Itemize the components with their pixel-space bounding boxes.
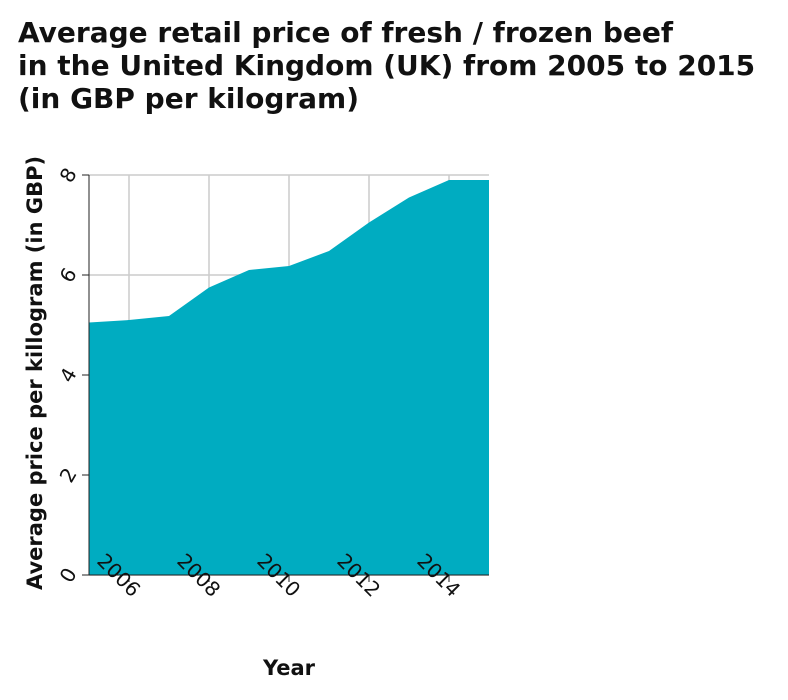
area-series: [89, 180, 489, 575]
y-tick-label: 2: [55, 464, 82, 487]
y-tick-label: 8: [55, 164, 82, 187]
plot-area: [89, 180, 489, 575]
y-axis-title: Average price per killogram (in GBP): [23, 156, 47, 590]
chart-title: Average retail price of fresh / frozen b…: [18, 16, 778, 115]
y-tick-label: 4: [55, 364, 82, 387]
y-tick-label: 0: [55, 564, 82, 587]
chart-title-line-2: in the United Kingdom (UK) from 2005 to …: [18, 49, 756, 82]
chart-title-line-3: (in GBP per kilogram): [18, 82, 360, 115]
chart-title-line-1: Average retail price of fresh / frozen b…: [18, 16, 674, 49]
x-axis-title: Year: [262, 656, 316, 680]
y-tick-label: 6: [55, 264, 82, 287]
